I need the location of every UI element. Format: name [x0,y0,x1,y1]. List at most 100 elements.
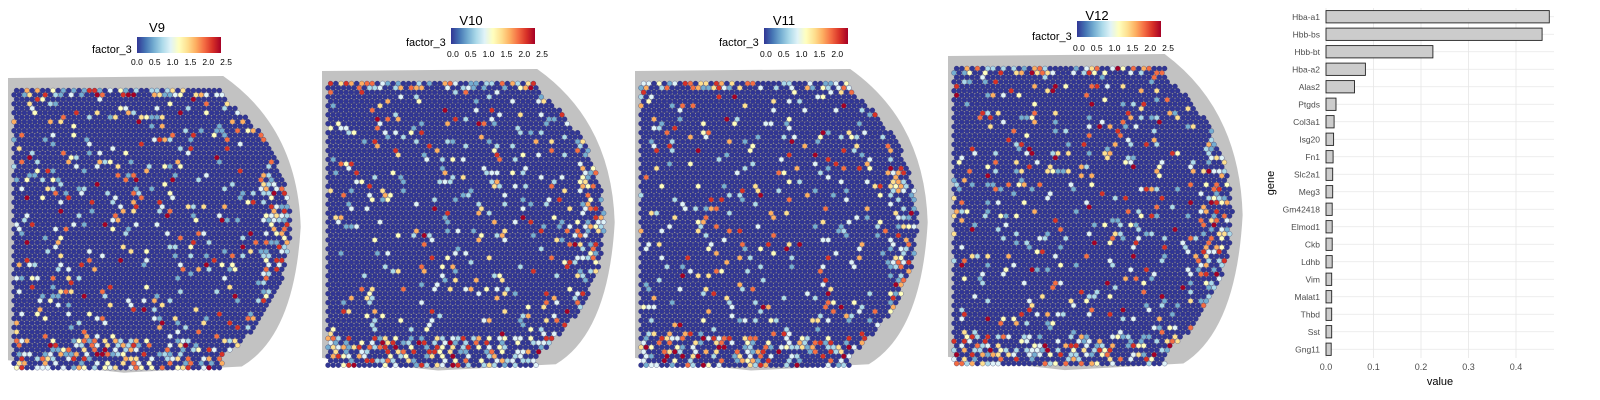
spot [348,80,355,87]
spot [68,163,74,170]
spot [195,87,202,94]
spot [193,190,199,196]
spot [24,186,30,192]
spot [97,105,103,112]
spot [214,172,220,179]
spot [206,186,212,192]
spot [78,101,85,107]
spot [390,107,396,113]
spot [447,116,453,122]
spot [457,161,464,167]
spot [227,114,233,120]
spot [55,177,61,183]
spot [16,280,22,286]
spot [86,338,93,344]
spot [392,219,399,225]
spot [333,89,339,96]
spot [138,132,145,138]
spot [411,98,417,105]
spot [418,201,425,207]
spot [582,206,589,212]
spot [146,92,152,98]
spot [338,89,344,96]
spot [24,221,30,228]
spot [395,134,401,140]
spot [190,356,197,362]
spot [255,226,262,232]
spot [390,170,396,176]
spot [232,257,238,264]
spot [185,168,191,174]
spot [164,123,171,129]
spot [219,154,225,161]
spot [203,217,210,223]
spot [387,156,394,163]
spot [55,195,61,201]
spot [26,280,33,286]
spot [71,284,77,290]
spot [227,257,233,264]
spot [520,152,526,158]
spot [263,230,269,237]
spot [556,188,563,194]
spot [421,134,427,140]
spot [335,210,342,216]
spot [65,338,72,344]
spot [494,152,500,158]
spot [117,257,124,264]
spot [107,114,113,120]
spot [556,170,563,176]
spot [400,80,407,87]
spot [424,112,430,118]
spot [234,119,241,125]
spot [227,195,233,201]
spot [115,145,121,152]
spot [175,239,181,246]
spot [175,87,181,94]
spot [71,150,77,156]
spot [156,217,163,223]
spot [115,172,121,179]
spot [136,226,142,232]
spot [60,239,67,246]
spot [146,333,152,340]
spot [276,271,282,277]
spot [405,188,412,194]
spot [19,266,25,273]
spot [325,121,331,127]
spot [242,311,249,317]
spot [335,192,342,198]
spot [133,221,139,228]
spot [450,228,456,234]
spot [266,298,272,304]
spot [444,156,451,163]
spot [489,232,495,239]
spot [84,226,90,232]
spot [271,163,277,170]
spot [359,223,365,230]
spot [551,152,557,158]
spot [208,351,215,357]
legend-ticks: 0.0 0.5 1.0 1.5 2.0 2.5 [447,49,554,59]
spot [154,123,160,129]
spot [424,174,430,181]
spot [460,228,466,234]
spot [255,253,262,259]
spot [32,333,38,340]
spot [180,239,186,246]
spot [517,130,524,136]
spot [489,98,495,105]
spot [203,262,210,268]
spot [193,306,199,313]
spot [551,206,557,212]
spot [530,214,537,221]
spot [333,206,339,212]
spot [42,226,48,232]
spot [276,217,282,223]
spot [37,226,43,232]
spot [245,145,251,152]
spot [258,275,264,281]
spot [351,156,357,163]
spot [221,302,228,308]
spot [208,306,215,313]
